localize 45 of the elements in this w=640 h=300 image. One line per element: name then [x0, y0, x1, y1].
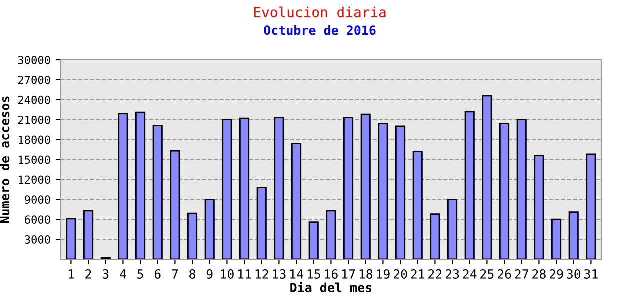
x-tick-label: 22 [428, 270, 442, 279]
x-tick-label: 2 [86, 270, 92, 279]
y-axis-title: Numero de accesos [0, 96, 10, 223]
y-tick-label: 18000 [18, 136, 50, 144]
x-tick-label: 4 [120, 270, 126, 279]
x-tick-label: 12 [256, 270, 268, 279]
x-tick-label: 24 [463, 270, 477, 279]
y-tick-label: 15000 [18, 156, 50, 164]
x-tick-label: 26 [498, 270, 512, 279]
x-tick-label: 10 [221, 270, 234, 279]
x-tick-label: 3 [102, 270, 109, 279]
x-tick-label: 5 [138, 270, 144, 279]
y-tick-label: 9000 [25, 196, 50, 204]
chart-subtitle: Octubre de 2016 [264, 25, 376, 36]
y-tick-label: 30000 [18, 56, 50, 64]
x-tick-label: 13 [273, 270, 286, 279]
x-tick-label: 8 [190, 270, 196, 279]
x-tick-label: 25 [480, 270, 494, 279]
x-tick-label: 17 [342, 270, 356, 279]
x-tick-label: 7 [172, 270, 178, 279]
x-tick-label: 18 [360, 270, 373, 279]
y-tick-label: 21000 [18, 116, 50, 124]
x-tick-label: 1 [68, 270, 74, 279]
x-tick-label: 9 [206, 270, 213, 279]
y-tick-label: 12000 [18, 176, 50, 184]
x-tick-label: 21 [411, 270, 425, 279]
x-tick-label: 19 [377, 270, 390, 279]
x-tick-label: 31 [584, 270, 598, 279]
x-tick-label: 6 [154, 270, 161, 279]
x-tick-label: 29 [550, 270, 564, 279]
y-tick-label: 6000 [25, 216, 50, 224]
chart-title: Evolucion diaria [254, 6, 386, 18]
x-tick-label: 28 [532, 270, 546, 279]
x-tick-label: 30 [567, 270, 581, 279]
x-axis-title: Dia del mes [290, 282, 372, 292]
y-tick-label: 3000 [25, 236, 50, 244]
x-tick-label: 11 [238, 270, 252, 279]
y-tick-label: 27000 [18, 76, 50, 84]
x-tick-label: 20 [394, 270, 408, 279]
y-tick-label: 24000 [18, 96, 50, 104]
x-tick-label: 15 [308, 270, 320, 279]
x-tick-label: 23 [446, 270, 460, 279]
x-tick-label: 14 [290, 270, 304, 279]
x-tick-label: 16 [325, 270, 338, 279]
x-tick-label: 27 [515, 270, 528, 279]
